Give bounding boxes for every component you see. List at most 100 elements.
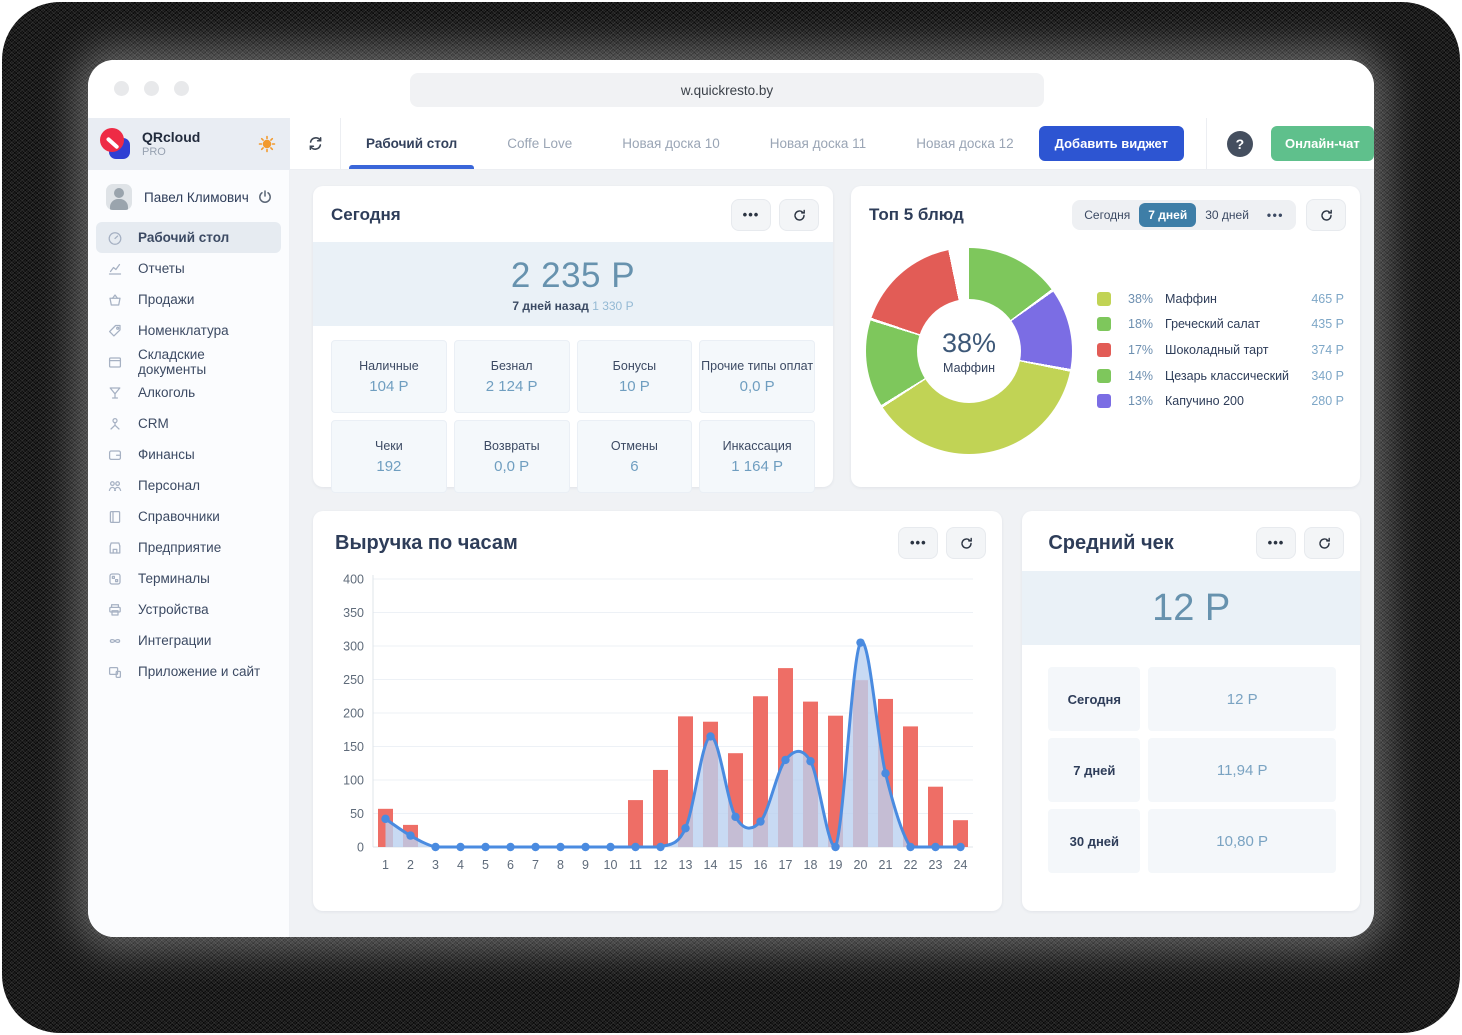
bar	[953, 820, 968, 847]
line-area	[385, 641, 961, 847]
today-tile-value: 0,0 Р	[494, 457, 530, 475]
store-icon	[107, 540, 123, 556]
chart-icon	[107, 261, 123, 277]
crm-icon	[107, 416, 123, 432]
sidebar-item-qr[interactable]: Терминалы	[96, 563, 281, 594]
x-tick-label: 12	[654, 858, 668, 872]
top5-more-button[interactable]: •••	[1266, 208, 1284, 222]
bar	[628, 800, 643, 847]
y-tick-label: 200	[343, 707, 364, 721]
wallet-icon	[107, 447, 123, 463]
avg-more-button[interactable]: •••	[1256, 527, 1296, 559]
avg-refresh-button[interactable]	[1304, 527, 1344, 559]
x-tick-label: 19	[829, 858, 843, 872]
sidebar-item-label: Терминалы	[138, 571, 210, 586]
today-tile-label: Возвраты	[483, 438, 540, 453]
online-chat-button[interactable]: Онлайн-чат	[1270, 126, 1374, 161]
avg-row: 30 дней 10,80 Р	[1048, 809, 1336, 873]
top5-legend-row: 18% Греческий салат 435 Р	[1097, 312, 1344, 338]
widget-today: Сегодня ••• 2 235 Р 7 дней назад 1 330 Р	[313, 186, 833, 493]
today-tile: Безнал 2 124 Р	[453, 340, 570, 413]
widget-top5: Топ 5 блюд Сегодня 7 дней 30 дней ••• 38% М…	[851, 186, 1360, 487]
sidebar-item-people[interactable]: Персонал	[96, 470, 281, 501]
sidebar-item-tag[interactable]: Номенклатура	[96, 315, 281, 346]
today-tile-label: Инкассация	[722, 438, 792, 453]
user-row[interactable]: Павел Климович	[96, 180, 281, 222]
today-tile: Наличные 104 Р	[331, 340, 447, 413]
sidebar-item-devices[interactable]: Приложение и сайт	[96, 656, 281, 687]
sidebar-item-chart[interactable]: Отчеты	[96, 253, 281, 284]
legend-name: Шоколадный тарт	[1165, 342, 1269, 357]
legend-percent: 17%	[1128, 342, 1154, 357]
qr-icon	[107, 571, 123, 587]
tab-4[interactable]: Новая доска 11	[769, 136, 867, 151]
sidebar-item-book[interactable]: Справочники	[96, 501, 281, 532]
x-tick-label: 5	[482, 858, 489, 872]
tag-icon	[107, 323, 123, 339]
today-more-button[interactable]: •••	[731, 199, 771, 231]
top5-refresh-button[interactable]	[1306, 199, 1346, 231]
today-tile-label: Безнал	[490, 358, 533, 373]
today-tile-value: 0,0 Р	[739, 377, 775, 395]
today-tile: Возвраты 0,0 Р	[453, 420, 570, 493]
theme-sun-icon[interactable]	[258, 135, 276, 153]
brand-plan: PRO	[142, 145, 166, 158]
sidebar-item-martini[interactable]: Алкоголь	[96, 377, 281, 408]
today-tile-label: Чеки	[375, 438, 403, 453]
line-point	[956, 842, 965, 852]
logout-power-icon[interactable]	[257, 189, 273, 205]
martini-icon	[107, 385, 123, 401]
tab-1[interactable]: Рабочий стол	[341, 118, 482, 169]
top5-range-Сегодня[interactable]: Сегодня	[1084, 208, 1131, 222]
legend-price: 340 Р	[1311, 368, 1344, 383]
today-hero: 2 235 Р 7 дней назад 1 330 Р	[313, 242, 833, 326]
x-tick-label: 20	[854, 858, 868, 872]
x-tick-label: 4	[457, 858, 464, 872]
legend-price: 435 Р	[1311, 317, 1344, 332]
sidebar-item-crm[interactable]: CRM	[96, 408, 281, 439]
x-tick-label: 22	[904, 858, 918, 872]
sidebar-item-basket[interactable]: Продажи	[96, 284, 281, 315]
y-tick-label: 300	[343, 640, 364, 654]
tab-strip: Рабочий стол Coffe Love Новая доска 10 Нова…	[341, 118, 1039, 169]
today-refresh-button[interactable]	[779, 199, 819, 231]
address-bar[interactable]: w.quickresto.by	[410, 73, 1044, 107]
body-row: Павел Климович Рабочий стол Отчеты Продажи…	[88, 170, 1374, 937]
legend-percent: 18%	[1128, 317, 1154, 332]
today-tile-value: 10 Р	[618, 377, 650, 395]
top5-center-label: Маффин	[943, 360, 995, 375]
sync-boards-button[interactable]	[290, 118, 341, 169]
sidebar-item-printer[interactable]: Устройства	[96, 594, 281, 625]
printer-icon	[107, 602, 123, 618]
sidebar-item-store[interactable]: Предприятие	[96, 532, 281, 563]
line-point	[431, 842, 440, 852]
sidebar-item-wallet[interactable]: Финансы	[96, 439, 281, 470]
tab-2[interactable]: Coffe Love	[507, 136, 573, 151]
today-tiles: Наличные 104 Р Безнал 2 124 Р Бонусы 10 Р Проч…	[313, 326, 833, 493]
top5-range-7-дней[interactable]: 7 дней	[1139, 203, 1197, 227]
add-widget-button[interactable]: Добавить виджет	[1038, 126, 1184, 161]
x-tick-label: 18	[804, 858, 818, 872]
y-tick-label: 150	[343, 740, 364, 754]
y-tick-label: 0	[357, 841, 364, 855]
revenue-more-button[interactable]: •••	[898, 527, 939, 559]
today-tile-label: Отмены	[610, 438, 658, 453]
browser-chrome: w.quickresto.by	[88, 60, 1374, 118]
url-text: w.quickresto.by	[680, 82, 774, 98]
user-name: Павел Климович	[144, 189, 249, 205]
window-traffic-lights[interactable]	[114, 81, 189, 96]
tab-3[interactable]: Новая доска 10	[622, 136, 720, 151]
sidebar-item-gauge[interactable]: Рабочий стол	[96, 222, 281, 253]
sidebar-item-box[interactable]: Складские документы	[96, 346, 281, 377]
help-button[interactable]: ?	[1226, 130, 1253, 157]
top5-range-30-дней[interactable]: 30 дней	[1205, 208, 1249, 222]
today-tile: Чеки 192	[331, 420, 447, 493]
x-tick-label: 6	[507, 858, 514, 872]
tab-5[interactable]: Новая доска 12	[916, 136, 1014, 151]
revenue-refresh-button[interactable]	[946, 527, 987, 559]
legend-swatch-icon	[1097, 394, 1111, 409]
sidebar-item-infinity[interactable]: Интеграции	[96, 625, 281, 656]
x-tick-label: 23	[929, 858, 943, 872]
